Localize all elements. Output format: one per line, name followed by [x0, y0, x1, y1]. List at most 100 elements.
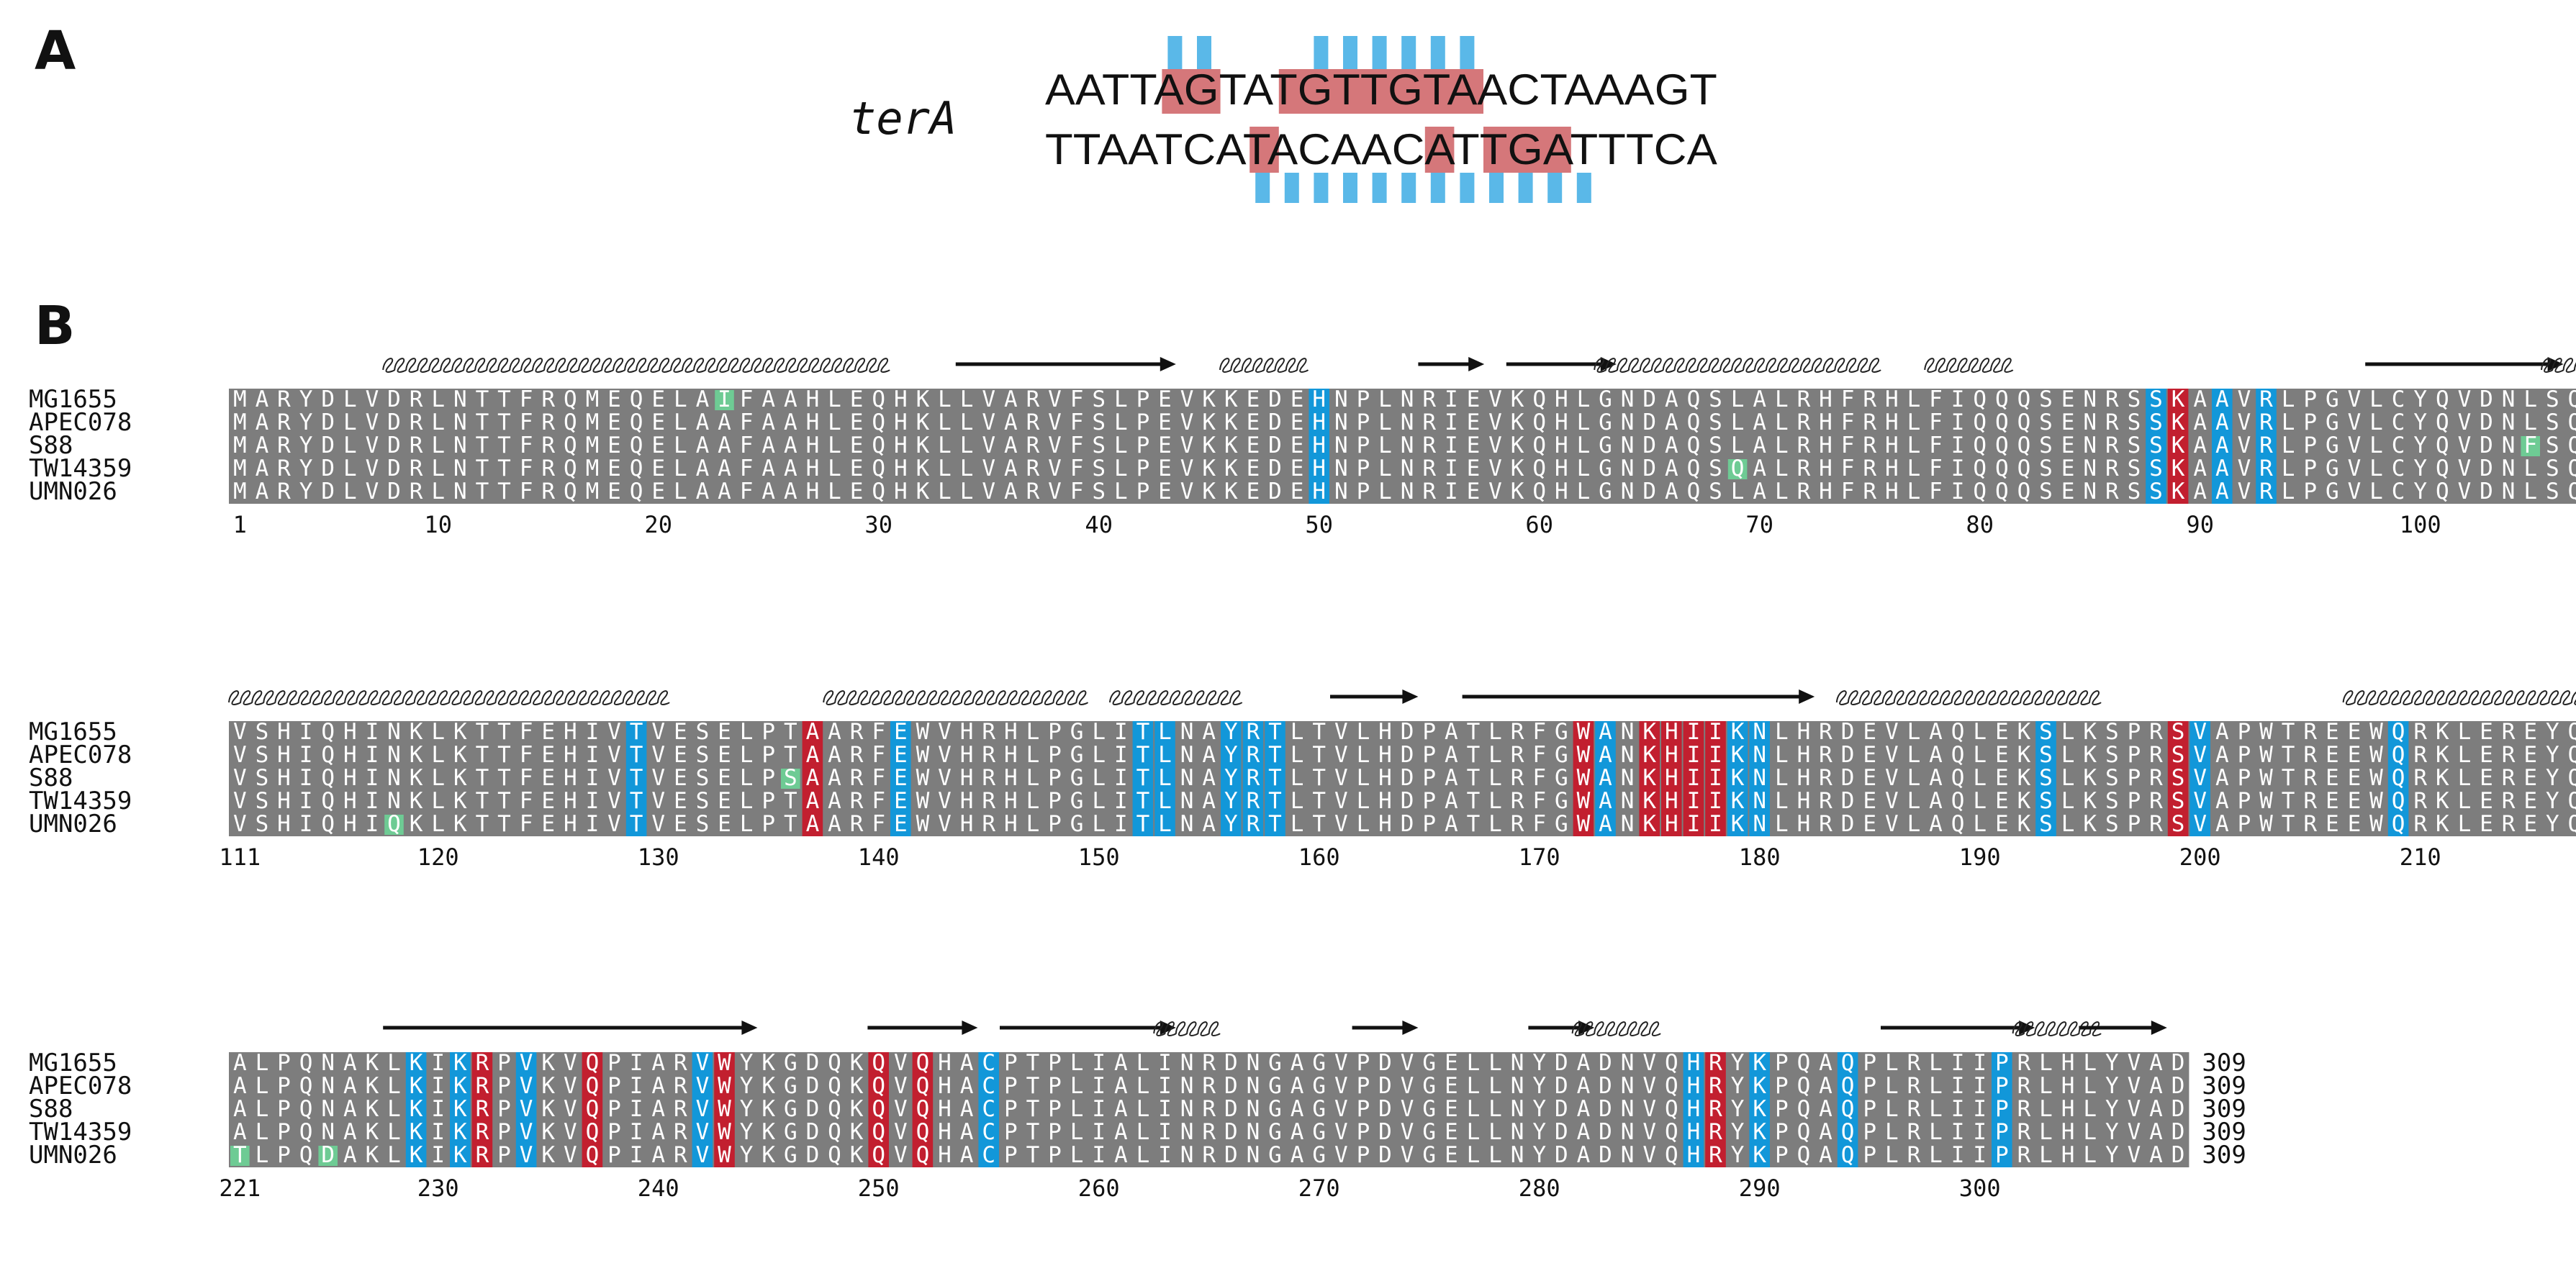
residue: E	[850, 433, 864, 458]
residue: I	[586, 742, 600, 768]
residue: R	[1202, 1119, 1216, 1145]
residue: F	[1929, 386, 1943, 412]
residue: A	[1599, 719, 1612, 745]
residue: N	[1621, 1142, 1635, 1168]
residue: E	[1158, 410, 1172, 435]
conserved-column	[692, 1052, 713, 1167]
residue: P	[1136, 386, 1150, 412]
residue: R	[1863, 433, 1876, 458]
residue: T	[476, 719, 489, 745]
conserved-column	[1749, 1052, 1770, 1167]
residue: P	[277, 1096, 291, 1122]
residue: S	[256, 765, 269, 791]
residue: K	[453, 765, 467, 791]
residue: L	[343, 386, 357, 412]
ruler-number: 140	[858, 843, 900, 871]
residue: A	[1665, 479, 1678, 504]
residue: L	[256, 1050, 269, 1076]
residue: P	[2238, 742, 2251, 768]
residue: E	[651, 456, 665, 481]
residue: E	[2061, 479, 2075, 504]
residue: A	[784, 433, 797, 458]
residue: Y	[1224, 811, 1238, 837]
residue: A	[1004, 456, 1018, 481]
residue: V	[894, 1119, 908, 1145]
residue: N	[1621, 788, 1635, 814]
residue: A	[256, 410, 269, 435]
residue: I	[718, 386, 731, 412]
residue: A	[1577, 1142, 1591, 1168]
residue: E	[651, 433, 665, 458]
residue: L	[1731, 386, 1745, 412]
residue: V	[1885, 742, 1899, 768]
residue: L	[343, 456, 357, 481]
residue: W	[916, 719, 930, 745]
ruler-number: 210	[2400, 843, 2441, 871]
residue: L	[2458, 811, 2472, 837]
residue: E	[1445, 1073, 1458, 1099]
residue: A	[1114, 1050, 1128, 1076]
residue: A	[2149, 1119, 2163, 1145]
bottom-strand-highlight	[1483, 127, 1571, 173]
residue: F	[740, 479, 754, 504]
residue: T	[233, 1142, 247, 1168]
residue: Q	[1532, 386, 1546, 412]
residue: H	[960, 765, 974, 791]
residue: R	[2303, 719, 2317, 745]
residue: Q	[872, 1119, 885, 1145]
residue: R	[2303, 742, 2317, 768]
residue: Y	[1224, 788, 1238, 814]
residue: H	[1312, 386, 1326, 412]
residue: S	[696, 765, 710, 791]
residue: G	[1268, 1096, 1282, 1122]
residue: W	[2369, 719, 2383, 745]
residue: K	[366, 1142, 379, 1168]
residue: S	[2546, 456, 2559, 481]
residue: V	[1488, 386, 1502, 412]
sequence-name: TW14359	[29, 787, 132, 815]
residue: E	[894, 742, 908, 768]
residue: A	[960, 1050, 974, 1076]
residue: I	[630, 1096, 643, 1122]
residue: E	[1291, 386, 1304, 412]
residue: T	[1136, 742, 1150, 768]
residue: R	[541, 433, 555, 458]
residue: H	[938, 1119, 952, 1145]
residue: K	[541, 1119, 555, 1145]
residue: N	[2083, 433, 2097, 458]
residue: R	[1819, 742, 1832, 768]
residue: F	[872, 765, 885, 791]
top-strand-contact-bars	[1167, 36, 1475, 69]
residue: V	[2128, 1142, 2141, 1168]
ruler-number: 160	[1298, 843, 1340, 871]
residue: N	[1753, 719, 1766, 745]
residue: V	[894, 1050, 908, 1076]
residue: T	[1312, 719, 1326, 745]
residue: I	[431, 1073, 445, 1099]
strand-arrow-head	[1402, 1021, 1419, 1035]
residue: Q	[1532, 456, 1546, 481]
residue: Q	[2568, 479, 2576, 504]
residue: L	[1291, 811, 1304, 837]
residue: L	[2039, 1096, 2053, 1122]
residue: F	[1929, 456, 1943, 481]
bottom-strand-sequence: TTAATCATACAACATTGATTTCA	[1045, 125, 1717, 173]
residue: R	[2149, 719, 2163, 745]
residue: D	[1268, 410, 1282, 435]
residue: A	[1753, 410, 1766, 435]
residue: G	[2326, 479, 2339, 504]
residue: Q	[1687, 479, 1701, 504]
residue: N	[1621, 719, 1635, 745]
residue: Q	[387, 811, 401, 837]
residue: F	[520, 410, 533, 435]
residue: L	[2039, 1073, 2053, 1099]
residue: V	[2238, 410, 2251, 435]
residue: P	[1863, 1119, 1876, 1145]
residue: F	[1532, 719, 1546, 745]
residue: L	[1357, 811, 1370, 837]
residue: A	[806, 742, 820, 768]
residue: G	[1555, 811, 1568, 837]
panel-a: A terA AATTAGTATGTTGTAACTAAAGT TTAATCATA…	[35, 20, 1717, 203]
residue: L	[1092, 742, 1106, 768]
residue: R	[410, 456, 423, 481]
